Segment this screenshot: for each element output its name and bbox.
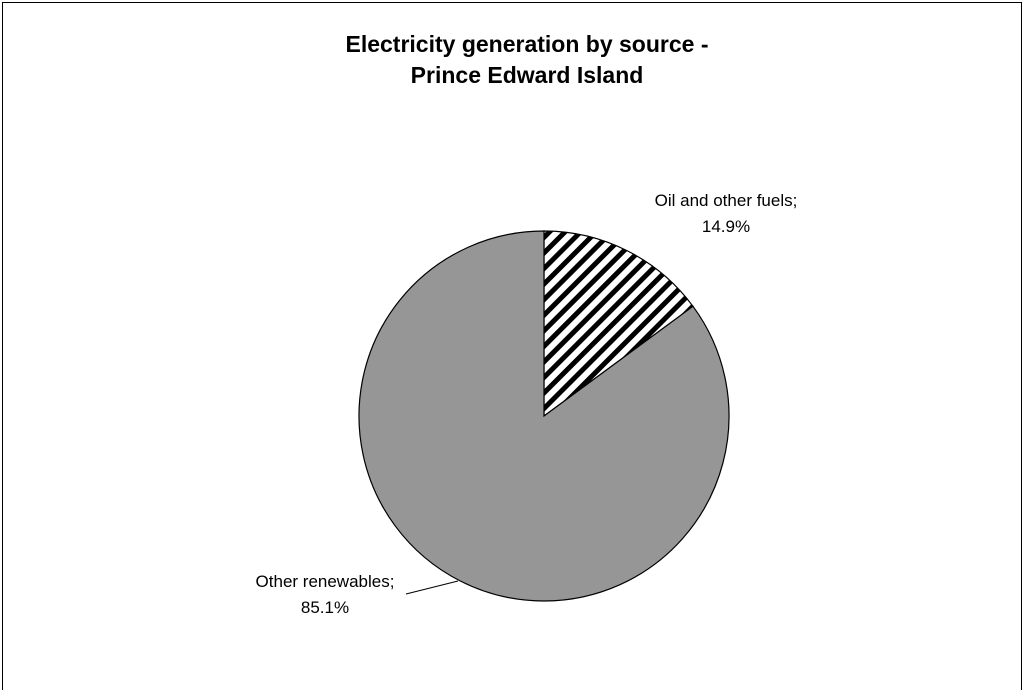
pie-slice-oil-and-other-fuels bbox=[543, 230, 694, 418]
slice-label-oil-name: Oil and other fuels; bbox=[655, 191, 798, 210]
slice-label-renewables-name: Other renewables; bbox=[256, 572, 395, 591]
chart-title-line-1: Electricity generation by source - bbox=[345, 31, 708, 57]
slice-label-renewables-value: 85.1% bbox=[301, 598, 349, 617]
leader-line-other-renewables bbox=[405, 580, 459, 595]
pie-slice-other-renewables bbox=[358, 230, 730, 602]
chart-title-line-2: Prince Edward Island bbox=[411, 62, 644, 88]
slice-label-oil-value: 14.9% bbox=[702, 217, 750, 236]
pie-slices bbox=[358, 230, 730, 602]
